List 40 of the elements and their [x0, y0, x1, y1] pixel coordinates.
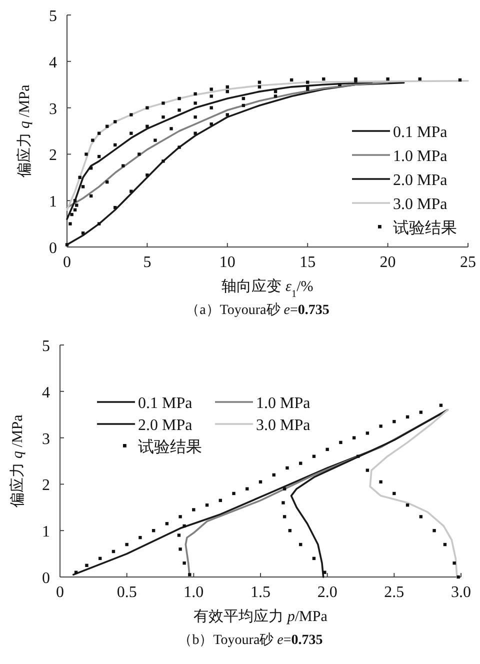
- x-tick-label: 5: [143, 254, 152, 271]
- x-tick-label: 20: [380, 254, 396, 271]
- y-tick-label: 3: [49, 100, 57, 118]
- legend-label: 2.0 MPa: [393, 172, 448, 189]
- x-tick-label: 15: [300, 254, 316, 271]
- x-tick-label: 25: [460, 254, 476, 271]
- x-tick-label: 3.0: [451, 584, 471, 601]
- x-axis-title: 有效平均应力 p/MPa: [194, 608, 328, 625]
- y-tick-label: 0: [42, 570, 50, 587]
- y-axis-title: 偏应力 q /MPa: [16, 84, 33, 178]
- legend-label: 1.0 MPa: [256, 395, 310, 412]
- legend-label: 试验结果: [393, 219, 457, 237]
- x-tick-label: 1.0: [184, 584, 204, 601]
- y-tick-label: 3: [42, 430, 50, 448]
- text: （a）Toyoura砂 e=0.735: [186, 302, 330, 318]
- y-tick-label: 2: [42, 477, 50, 494]
- x-tick-label: 2.0: [317, 584, 338, 601]
- x-tick-label: 10: [219, 254, 236, 271]
- y-tick-label: 1: [49, 194, 57, 211]
- y-axis-title: 偏应力 q /MPa: [9, 414, 26, 508]
- y-tick-label: 2: [49, 147, 57, 164]
- legend-label: 1.0 MPa: [393, 148, 448, 165]
- y-tick-label: 5: [42, 338, 50, 355]
- legend-label: 0.1 MPa: [138, 395, 192, 412]
- legend-label: 2.0 MPa: [138, 417, 192, 434]
- y-tick-label: 5: [49, 8, 57, 25]
- x-tick-label: 0.5: [116, 584, 137, 601]
- x-axis-title: 轴向应变 ε$_{1}$/%: [222, 278, 314, 300]
- legend-label: 3.0 MPa: [256, 417, 310, 434]
- x-tick-label: 1.5: [250, 584, 270, 601]
- text: （b）Toyoura砂 e=0.735: [178, 632, 323, 648]
- y-tick-label: 1: [42, 524, 50, 541]
- legend-label: 试验结果: [138, 438, 202, 456]
- y-tick-label: 4: [42, 384, 50, 402]
- y-tick-label: 0: [49, 240, 57, 257]
- x-tick-label: 0: [63, 254, 71, 271]
- y-tick-label: 4: [49, 54, 57, 72]
- legend-label: 0.1 MPa: [393, 124, 448, 141]
- x-tick-label: 2.5: [384, 584, 404, 601]
- legend-label: 3.0 MPa: [393, 196, 448, 213]
